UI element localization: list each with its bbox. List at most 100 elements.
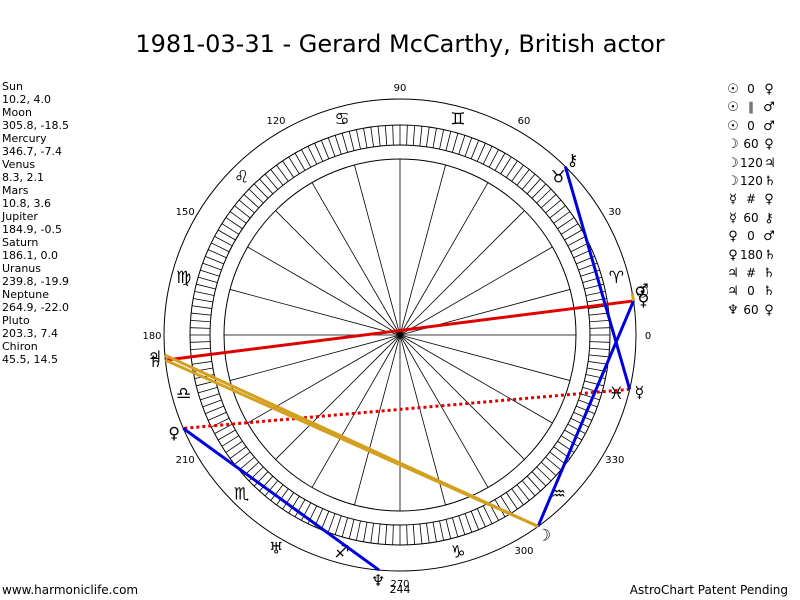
- degree-tick: [348, 131, 355, 151]
- degree-tick: [327, 137, 336, 157]
- degree-tick: [526, 475, 541, 492]
- degree-tick: [194, 290, 215, 296]
- aspect-planet-2: ♀: [764, 137, 774, 153]
- degree-label: 300: [514, 546, 533, 557]
- aspect-type: 60: [743, 137, 759, 152]
- aspect-row: ☽120♄: [726, 172, 777, 190]
- degree-tick: [482, 146, 493, 165]
- degree-tick: [259, 475, 274, 492]
- degree-tick: [320, 140, 330, 159]
- degree-tick: [482, 505, 493, 524]
- aspect-type: 0: [747, 229, 755, 244]
- degree-tick: [419, 126, 423, 147]
- degree-tick: [225, 440, 243, 453]
- position-name: Uranus: [2, 262, 41, 275]
- degree-label: 0: [645, 331, 651, 342]
- aspect-planet-2: ♀: [764, 302, 774, 318]
- zodiac-sign-glyph: ♏: [234, 484, 249, 504]
- position-name: Mars: [2, 184, 29, 197]
- aspect-row: ♃ # ♄: [726, 264, 777, 282]
- aspect-type: 0: [747, 284, 755, 299]
- aspect-type: 0: [747, 82, 755, 96]
- planet-glyph: ♆: [371, 571, 385, 590]
- footer-site-link[interactable]: www.harmoniclife.com: [2, 583, 139, 597]
- degree-tick: [229, 446, 247, 459]
- degree-tick: [238, 456, 255, 471]
- degree-tick: [588, 354, 609, 358]
- division-spoke: [399, 164, 446, 336]
- position-name: Mercury: [2, 132, 47, 145]
- position-name: Sun: [2, 80, 23, 93]
- aspect-row: ☿ # ♀: [726, 190, 777, 208]
- degree-tick: [190, 347, 211, 351]
- position-name: Saturn: [2, 236, 39, 249]
- zodiac-sign-glyph: ♈: [609, 268, 624, 288]
- degree-tick: [211, 242, 230, 253]
- degree-tick: [451, 133, 459, 153]
- division-spoke: [399, 246, 553, 336]
- degree-tick: [190, 327, 211, 329]
- degree-tick: [580, 393, 600, 401]
- degree-tick: [211, 417, 230, 428]
- degree-tick: [589, 347, 610, 351]
- aspect-planet-2: ♄: [764, 173, 776, 189]
- degree-tick: [500, 156, 512, 175]
- degree-tick: [458, 135, 466, 155]
- degree-tick: [238, 199, 255, 214]
- division-spoke: [229, 289, 401, 336]
- degree-tick: [377, 523, 381, 544]
- aspect-type: #: [745, 192, 757, 207]
- aspect-planet-1: ♆: [727, 302, 739, 318]
- aspect-type: #: [745, 265, 757, 280]
- outer-circle: [163, 98, 637, 572]
- degree-tick: [540, 461, 557, 476]
- degree-tick: [426, 126, 430, 147]
- division-spoke: [275, 210, 401, 336]
- degree-tick: [191, 305, 212, 309]
- zodiac-sign-glyph: ♉: [551, 168, 566, 188]
- degree-tick: [190, 341, 211, 343]
- degree-tick: [531, 183, 547, 199]
- degree-label: 30: [608, 207, 621, 218]
- degree-tick: [384, 524, 388, 545]
- degree-tick: [301, 149, 312, 168]
- degree-tick: [370, 523, 374, 544]
- degree-tick: [516, 484, 530, 501]
- zodiac-sign-glyph: ♑: [450, 542, 465, 562]
- aspect-line: [563, 166, 632, 390]
- aspect-type: 60: [743, 302, 759, 317]
- aspect-row: ☉ 0 ♂: [726, 117, 777, 135]
- aspect-row: ♀ 0 ♂: [726, 227, 777, 245]
- zodiac-sign-glyph: ♌: [234, 168, 249, 188]
- position-coords: 184.9, -0.5: [2, 223, 62, 236]
- degree-label: 120: [266, 116, 285, 127]
- aspect-planet-1: ☽: [727, 137, 739, 153]
- aspect-planet-1: ☿: [729, 210, 737, 226]
- degree-tick: [229, 211, 247, 224]
- position-name: Neptune: [2, 288, 50, 301]
- position-name: Jupiter: [2, 210, 38, 223]
- degree-tick: [511, 164, 524, 182]
- degree-tick: [320, 511, 330, 530]
- degree-tick: [516, 169, 530, 186]
- aspect-planet-1: ☉: [727, 82, 739, 97]
- degree-tick: [348, 519, 355, 539]
- degree-tick: [384, 125, 388, 146]
- degree-tick: [488, 149, 499, 168]
- aspect-row: ♀ 180♄: [726, 246, 777, 264]
- degree-tick: [570, 417, 589, 428]
- aspect-line: [165, 299, 634, 362]
- degree-tick: [294, 499, 306, 518]
- zodiac-sign-glyph: ♎: [176, 384, 191, 404]
- extra-degree-label: 244: [390, 583, 411, 596]
- degree-label: 270: [390, 579, 409, 590]
- degree-tick: [439, 129, 445, 150]
- aspect-planet-1: ♀: [728, 247, 738, 263]
- position-coords: 239.8, -19.9: [2, 275, 69, 288]
- degree-tick: [494, 152, 506, 171]
- degree-tick: [545, 199, 562, 214]
- degree-tick: [567, 423, 586, 434]
- planet-glyph: ♀: [168, 423, 180, 442]
- zodiac-sign-glyph: ♋: [334, 110, 349, 130]
- division-spoke: [399, 182, 489, 336]
